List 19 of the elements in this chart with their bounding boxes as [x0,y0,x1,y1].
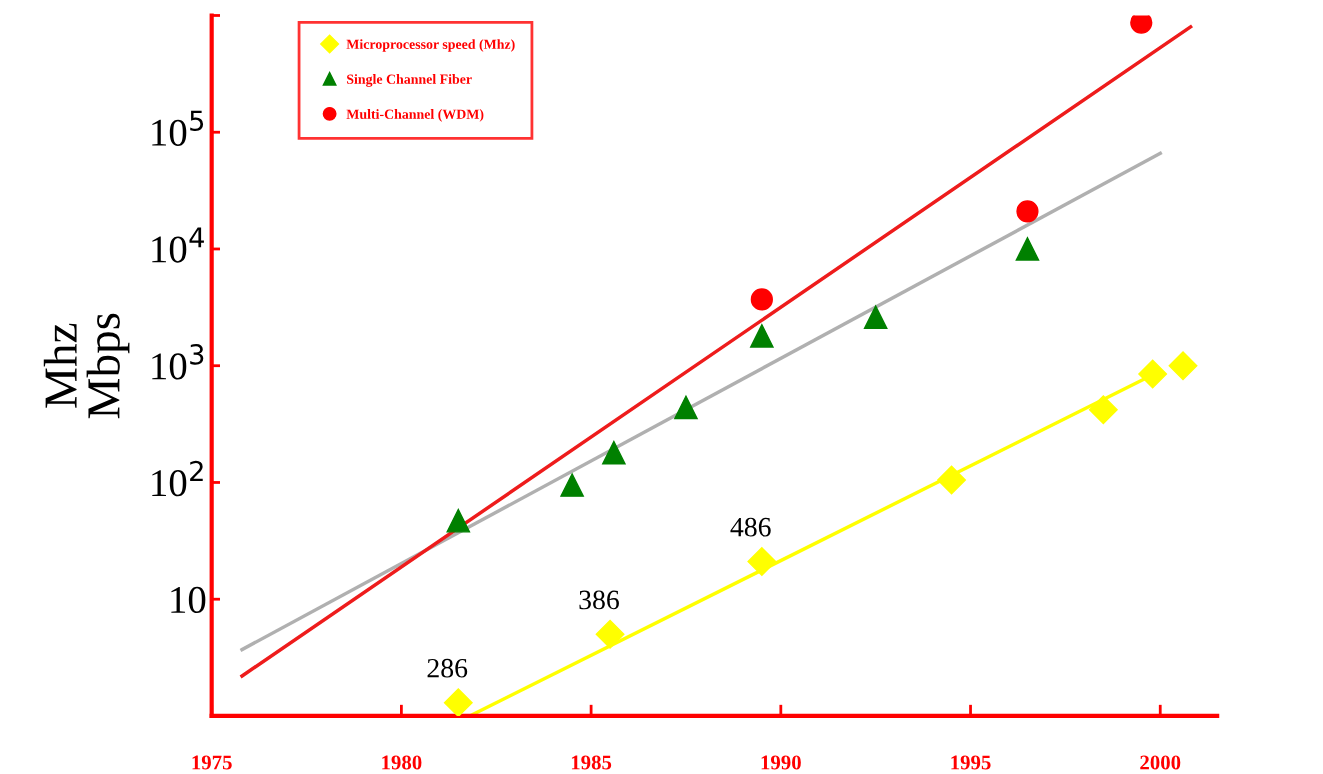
y-tick-label: 10$^{4}$ [152,227,204,263]
y-tick-label: 10$^{2}$ [152,460,203,497]
y-axis-title: Mbps [86,313,130,419]
x-tick-label: 1975 [192,755,232,770]
x-tick-label: 1995 [951,755,991,770]
text: Mhz [43,323,77,408]
x-tick-label: 1990 [761,755,801,770]
annotation: 386 [579,590,619,610]
annotation: 486 [730,517,771,537]
annotation: 286 [427,658,468,678]
y-tick-label: 10$^{5}$ [152,110,204,146]
y-tick-label: 10$^{3}$ [152,344,204,380]
x-tick-label: 2000 [1140,755,1181,770]
x-tick-label: 1980 [382,755,422,770]
legend-label: Multi-Channel (WDM) [346,109,484,122]
legend-label: Microprocessor speed (Mhz) [346,39,515,52]
x-tick-label: 1985 [571,755,612,770]
legend-label: Single Channel Fiber [347,74,472,87]
y-tick-label: 10 [171,586,206,614]
